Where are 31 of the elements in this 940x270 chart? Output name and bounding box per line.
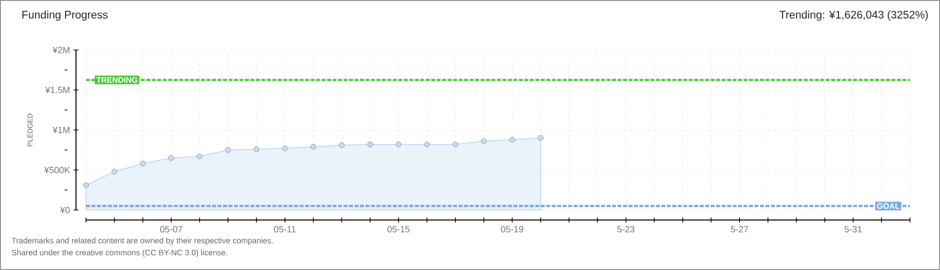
point xyxy=(338,142,345,148)
point xyxy=(282,146,288,152)
point xyxy=(83,182,89,188)
point xyxy=(509,136,515,142)
point xyxy=(225,147,231,153)
point xyxy=(481,138,487,144)
point xyxy=(367,142,373,148)
point xyxy=(254,146,260,152)
y-tick-label: ¥0 xyxy=(60,206,70,214)
point xyxy=(112,168,118,174)
point xyxy=(452,142,458,148)
x-tick-label: 5-27 xyxy=(730,226,748,232)
x-tick-label: 05-15 xyxy=(387,226,410,232)
y-tick-label: ¥500K xyxy=(44,166,70,174)
x-tick-label: 05-11 xyxy=(274,226,296,232)
x-tick-label: 5-31 xyxy=(844,226,862,232)
y-tick-label: ¥1.5M xyxy=(45,86,70,94)
point xyxy=(310,144,316,150)
x-tick-label: 5-23 xyxy=(617,226,634,232)
point xyxy=(196,154,202,160)
point xyxy=(396,142,402,148)
point xyxy=(168,155,174,161)
y-tick-label: ¥1M xyxy=(52,126,70,134)
point xyxy=(538,135,544,141)
text: Trending: ¥1,626,043 (3252%) xyxy=(779,10,928,21)
point xyxy=(424,142,430,148)
y-tick-label: ¥2M xyxy=(52,46,70,54)
x-tick-label: 05-07 xyxy=(160,226,182,232)
point xyxy=(140,160,146,166)
x-tick-label: 05-19 xyxy=(501,226,524,232)
chart-title: Funding Progress xyxy=(22,10,108,21)
